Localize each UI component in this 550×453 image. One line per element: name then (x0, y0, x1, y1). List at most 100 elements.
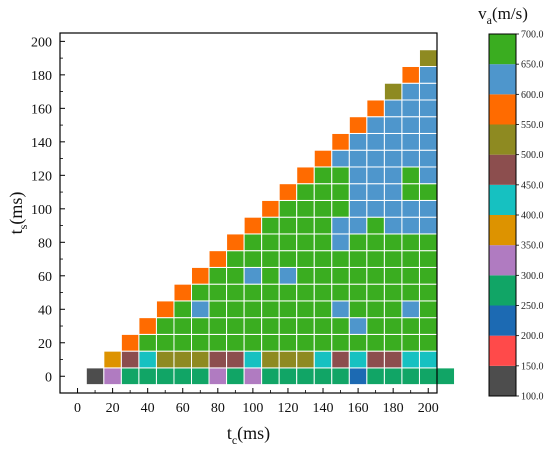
heatmap-cell (418, 333, 438, 352)
heatmap-cell (208, 250, 228, 268)
heatmap-cell (383, 350, 403, 369)
heatmap-cell (296, 367, 315, 386)
heatmap-cell (331, 149, 350, 168)
heatmap-cell (120, 367, 140, 386)
heatmap-cell (243, 350, 263, 369)
heatmap-cell (261, 300, 280, 319)
heatmap-cell (243, 300, 263, 319)
heatmap-cell (331, 216, 350, 235)
heatmap-cell (401, 283, 420, 302)
heatmap-cell (331, 317, 350, 335)
heatmap-cell (155, 350, 175, 369)
heatmap-cell (401, 82, 420, 101)
heatmap-cell (208, 333, 228, 352)
y-tick-label: 120 (31, 169, 52, 184)
heatmap-cell (366, 317, 385, 335)
heatmap-cell (191, 333, 210, 352)
heatmap-cell (191, 300, 210, 319)
heatmap-cell (418, 149, 438, 168)
heatmap-cell (296, 266, 315, 285)
heatmap-cell (243, 233, 263, 252)
heatmap-cell (401, 149, 420, 168)
heatmap-cell (348, 166, 368, 185)
y-tick-label: 180 (31, 69, 52, 84)
y-tick-label: 160 (31, 102, 52, 117)
heatmap-cell (278, 367, 298, 386)
heatmap-cell (226, 333, 245, 352)
heatmap-cell (401, 216, 420, 235)
y-tick-label: 200 (31, 35, 52, 50)
heatmap-cell (261, 250, 280, 268)
heatmap-cell (366, 166, 385, 185)
heatmap-cell (383, 317, 403, 335)
colorbar-bin (489, 64, 516, 95)
colorbar-title-sub: a (487, 13, 493, 27)
heatmap-cell (331, 367, 350, 386)
heatmap-cell (226, 266, 245, 285)
heatmap-cell (401, 65, 420, 84)
heatmap-cell (173, 367, 193, 386)
heatmap-cell (296, 250, 315, 268)
heatmap-cell (418, 367, 438, 386)
heatmap-cell (331, 250, 350, 268)
x-axis-label-main: t (227, 423, 232, 443)
y-tick-label: 140 (31, 136, 52, 151)
heatmap-cell (243, 367, 263, 386)
heatmap-cell (366, 350, 385, 369)
heatmap-cell (296, 350, 315, 369)
heatmap-cell (138, 367, 157, 386)
x-tick-label: 0 (74, 401, 81, 416)
heatmap-cell (331, 333, 350, 352)
y-axis-label-unit: (ms) (6, 192, 27, 225)
heatmap-cell (348, 132, 368, 151)
x-axis-label-sub: c (232, 433, 237, 447)
heatmap-cell (243, 317, 263, 335)
heatmap-cell (313, 317, 333, 335)
colorbar-tick-label: 300.0 (521, 271, 544, 282)
heatmap-cell (103, 350, 122, 369)
heatmap-cell (383, 216, 403, 235)
y-tick-label: 80 (38, 236, 52, 251)
heatmap-cell (208, 317, 228, 335)
heatmap-cell (261, 333, 280, 352)
heatmap-cell (348, 350, 368, 369)
heatmap-cell (348, 116, 368, 134)
x-tick-label: 20 (106, 401, 120, 416)
heatmap-cell (418, 250, 438, 268)
heatmap-cell (208, 283, 228, 302)
heatmap-cell (348, 149, 368, 168)
heatmap-cell (401, 317, 420, 335)
colorbar-tick-label: 450.0 (521, 180, 544, 191)
heatmap-cell (226, 350, 245, 369)
colorbar-tick-label: 100.0 (521, 392, 544, 403)
heatmap-cell (296, 166, 315, 185)
x-tick-label: 120 (277, 401, 298, 416)
heatmap-cell (418, 317, 438, 335)
heatmap-cell (296, 333, 315, 352)
heatmap-cell (383, 367, 403, 386)
heatmap-cell (243, 250, 263, 268)
heatmap-cell (155, 300, 175, 319)
colorbar-title-main: v (478, 4, 487, 23)
heatmap-cell (313, 283, 333, 302)
plot-frame (59, 32, 438, 394)
heatmap-cell (313, 149, 333, 168)
heatmap-cell (401, 350, 420, 369)
colorbar-bin (489, 94, 516, 125)
heatmap-cell (226, 367, 245, 386)
heatmap-cell (173, 300, 193, 319)
heatmap-cell (331, 283, 350, 302)
heatmap-cell (418, 350, 438, 369)
heatmap-cell (401, 333, 420, 352)
heatmap-cell (331, 300, 350, 319)
heatmap-cell (331, 132, 350, 151)
heatmap-cell (348, 300, 368, 319)
heatmap-cell (278, 333, 298, 352)
heatmap-cell (173, 333, 193, 352)
heatmap-cell (383, 149, 403, 168)
heatmap-cell (191, 350, 210, 369)
x-tick-label: 40 (141, 401, 155, 416)
heatmap-cell (278, 250, 298, 268)
colorbar-tick-label: 700.0 (521, 30, 544, 41)
colorbar-tick-label: 600.0 (521, 90, 544, 101)
